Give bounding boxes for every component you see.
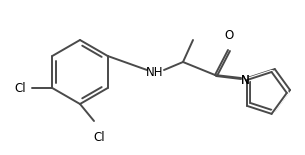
Text: N: N [241, 73, 249, 86]
Text: N: N [241, 73, 249, 86]
Text: Cl: Cl [15, 82, 26, 95]
Text: NH: NH [146, 66, 164, 78]
Text: O: O [224, 29, 234, 42]
Text: Cl: Cl [93, 131, 105, 144]
